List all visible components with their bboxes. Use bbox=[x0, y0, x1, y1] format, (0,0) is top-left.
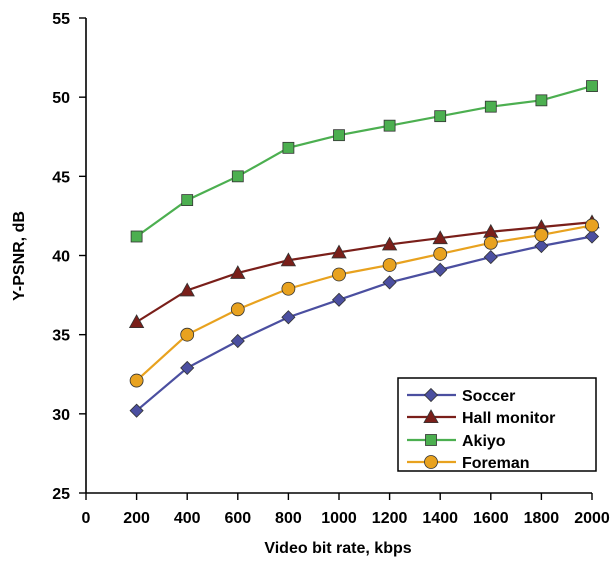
data-point bbox=[586, 80, 598, 92]
data-point bbox=[483, 250, 498, 265]
x-tick-label: 0 bbox=[82, 510, 91, 527]
y-tick-label: 50 bbox=[52, 90, 70, 107]
data-point bbox=[230, 302, 245, 317]
legend-marker bbox=[423, 409, 439, 424]
data-point bbox=[433, 247, 448, 261]
data-point bbox=[382, 275, 397, 290]
data-point bbox=[130, 230, 143, 243]
data-point bbox=[180, 360, 195, 375]
y-tick-label: 25 bbox=[52, 486, 70, 503]
x-tick-label: 600 bbox=[224, 510, 251, 527]
legend-label: Soccer bbox=[462, 388, 515, 405]
x-tick-label: 800 bbox=[275, 510, 302, 527]
legend: Soccer Hall monitor Akiyo Foreman bbox=[397, 377, 597, 472]
data-point bbox=[129, 403, 144, 418]
y-tick-label: 30 bbox=[52, 407, 70, 424]
y-tick-label: 35 bbox=[52, 328, 70, 345]
legend-label: Akiyo bbox=[462, 433, 506, 450]
series-soccer bbox=[129, 229, 600, 418]
series-layer bbox=[128, 80, 600, 418]
data-point bbox=[331, 292, 347, 307]
data-point bbox=[383, 119, 396, 132]
legend-label: Foreman bbox=[462, 455, 530, 472]
y-tick-label: 55 bbox=[52, 11, 70, 28]
data-point bbox=[280, 252, 297, 267]
y-tick-label: 40 bbox=[52, 249, 70, 266]
data-point bbox=[230, 333, 245, 349]
series-line bbox=[135, 224, 593, 382]
x-tick-label: 1800 bbox=[524, 510, 560, 527]
legend-entry: Hall monitor bbox=[407, 409, 555, 427]
data-point bbox=[230, 265, 246, 279]
data-point bbox=[534, 228, 549, 242]
series-hall-monitor bbox=[128, 214, 600, 329]
data-point bbox=[534, 238, 549, 254]
x-axis-title: Video bit rate, kbps bbox=[264, 540, 411, 557]
x-tick-label: 1000 bbox=[321, 510, 357, 527]
legend-entry: Akiyo bbox=[407, 433, 506, 450]
legend-entry: Foreman bbox=[407, 455, 530, 472]
data-point bbox=[129, 373, 144, 388]
legend-label: Hall monitor bbox=[462, 410, 555, 427]
data-point bbox=[231, 170, 244, 183]
x-tick-label: 200 bbox=[123, 510, 150, 527]
data-point bbox=[281, 310, 296, 325]
data-point bbox=[381, 236, 398, 251]
data-point bbox=[281, 281, 296, 296]
data-point bbox=[483, 235, 498, 250]
data-point bbox=[128, 314, 145, 329]
series-foreman bbox=[129, 218, 599, 388]
data-point bbox=[585, 218, 599, 233]
data-point bbox=[484, 100, 497, 113]
series-line bbox=[135, 235, 593, 412]
x-tick-label: 1200 bbox=[372, 510, 408, 527]
data-point bbox=[181, 194, 194, 206]
data-point bbox=[382, 258, 397, 272]
data-point bbox=[331, 244, 347, 259]
x-tick-label: 1600 bbox=[473, 510, 509, 527]
x-tick-label: 400 bbox=[174, 510, 201, 527]
data-point bbox=[432, 230, 448, 245]
legend-marker bbox=[425, 434, 437, 446]
legend-marker bbox=[424, 455, 438, 469]
data-point bbox=[434, 110, 447, 123]
legend-entry: Soccer bbox=[407, 387, 515, 405]
data-point bbox=[433, 262, 448, 277]
x-tick-label: 2000 bbox=[574, 510, 610, 527]
data-point bbox=[333, 129, 345, 142]
x-tick-label: 1400 bbox=[422, 510, 458, 527]
data-point bbox=[180, 327, 195, 342]
data-point bbox=[332, 267, 346, 282]
series-akiyo bbox=[130, 80, 598, 243]
data-point bbox=[179, 282, 195, 297]
data-point bbox=[282, 141, 295, 154]
axes: 25 30 35 40 45 50 55 0 200 400 600 800 1000 1200 1400 1… bbox=[52, 11, 610, 527]
series-line bbox=[135, 85, 593, 238]
y-axis-title: Y-PSNR, dB bbox=[11, 211, 28, 301]
data-point bbox=[584, 229, 600, 244]
data-point bbox=[535, 94, 548, 107]
y-tick-label: 45 bbox=[52, 169, 70, 186]
series-line bbox=[136, 221, 593, 323]
legend-marker bbox=[423, 387, 439, 403]
